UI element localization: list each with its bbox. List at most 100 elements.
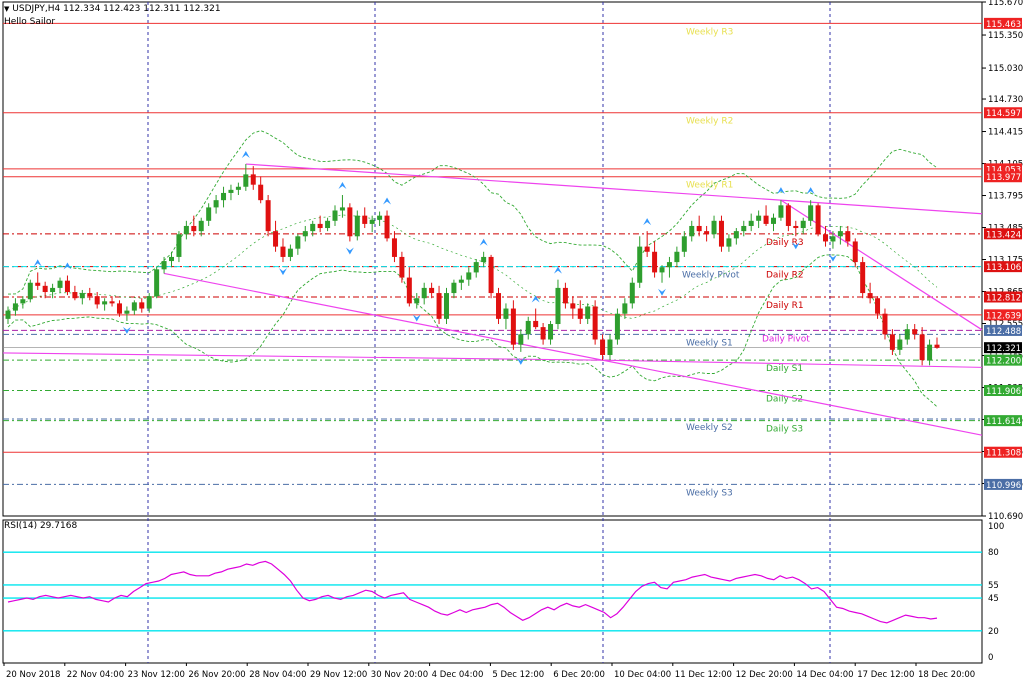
fractal-down-arrow xyxy=(278,268,287,276)
candle-body xyxy=(72,292,78,299)
candle-body xyxy=(830,236,836,242)
candle-body xyxy=(206,207,212,221)
collapse-triangle-icon[interactable]: ▼ xyxy=(4,5,10,13)
candle-body xyxy=(35,282,41,286)
candle-body xyxy=(912,329,918,335)
candle-body xyxy=(429,287,435,294)
candle-body xyxy=(87,293,93,297)
level-label: Daily S1 xyxy=(766,364,803,374)
x-tick-label: 29 Nov 12:00 xyxy=(310,670,367,680)
candle-body xyxy=(377,215,383,220)
x-tick-label: 23 Nov 12:00 xyxy=(128,670,185,680)
x-tick-label: 6 Dec 20:00 xyxy=(553,670,605,680)
candle-body xyxy=(555,287,561,325)
candle-body xyxy=(607,339,613,355)
candle-body xyxy=(406,277,412,304)
price-tag: 115.463 xyxy=(986,20,1021,30)
rsi-line xyxy=(7,560,938,624)
x-tick-label: 30 Nov 20:00 xyxy=(371,670,428,680)
candle-body xyxy=(711,220,717,235)
fractal-down-arrow xyxy=(791,242,800,250)
candle-body xyxy=(770,217,776,224)
fractal-up-arrow xyxy=(531,295,540,303)
y-tick-label: 113.175 xyxy=(988,256,1023,266)
candle-body xyxy=(614,313,620,340)
candle-body xyxy=(228,189,234,193)
candle-body xyxy=(644,246,650,252)
candle-body xyxy=(458,279,464,283)
price-tag-bg xyxy=(984,171,1022,183)
level-label: Daily S3 xyxy=(766,425,803,435)
candle-body xyxy=(273,231,279,247)
level-label: Weekly R3 xyxy=(686,27,733,37)
candle-body xyxy=(756,215,762,221)
price-tag: 113.424 xyxy=(986,230,1021,240)
candle-body xyxy=(934,344,940,348)
candle-body xyxy=(332,210,338,221)
x-tick-label: 28 Nov 04:00 xyxy=(249,670,306,680)
trendline-lower xyxy=(163,272,983,436)
candle-body xyxy=(659,267,665,273)
candle-body xyxy=(548,324,554,340)
candle-body xyxy=(42,285,48,293)
candle-body xyxy=(109,301,115,304)
x-tick-label: 12 Dec 20:00 xyxy=(736,670,793,680)
price-tag: 113.977 xyxy=(986,173,1021,183)
trendline-support xyxy=(2,352,603,361)
candle-body xyxy=(436,293,442,319)
x-tick-label: 11 Dec 12:00 xyxy=(675,670,732,680)
candle-body xyxy=(577,308,583,319)
x-tick-label: 10 Dec 04:00 xyxy=(614,670,671,680)
price-tag-bg xyxy=(984,228,1022,240)
candle-body xyxy=(540,327,546,340)
price-tag: 111.614 xyxy=(986,417,1021,427)
y-tick-label: 110.690 xyxy=(988,512,1023,522)
candle-body xyxy=(800,220,806,229)
price-tag-bg xyxy=(984,384,1022,396)
candle-body xyxy=(867,293,873,299)
candle-body xyxy=(384,215,390,239)
candle-body xyxy=(369,219,375,224)
trendline-steep xyxy=(780,199,983,331)
fractal-up-arrow xyxy=(479,238,488,246)
rsi-tick-label: 80 xyxy=(988,548,999,558)
level-label: Weekly R2 xyxy=(686,117,733,127)
candle-body xyxy=(79,293,85,299)
candle-body xyxy=(726,238,732,247)
candle-body xyxy=(258,184,264,201)
price-tag: 112.200 xyxy=(986,357,1021,367)
y-tick-label: 114.415 xyxy=(988,128,1023,138)
candle-body xyxy=(666,262,672,268)
candle-body xyxy=(763,215,769,224)
level-label: Daily R1 xyxy=(766,301,804,311)
price-tag: 111.308 xyxy=(986,449,1021,459)
candle-body xyxy=(124,310,130,314)
fractal-up-arrow xyxy=(643,218,652,226)
candle-body xyxy=(414,298,420,304)
candle-body xyxy=(785,205,791,226)
fractal-up-arrow xyxy=(63,262,72,270)
candle-body xyxy=(533,320,539,328)
level-label: Daily S2 xyxy=(766,394,803,404)
fractal-down-arrow xyxy=(828,254,837,262)
candle-body xyxy=(198,220,204,232)
candle-body xyxy=(280,246,286,257)
price-tag-bg xyxy=(984,107,1022,119)
x-tick-label: 20 Nov 2018 xyxy=(6,670,60,680)
candle-body xyxy=(176,234,182,257)
rsi-tick-label: 45 xyxy=(988,594,999,604)
x-tick-label: 5 Dec 12:00 xyxy=(492,670,544,680)
rsi-tick-label: 20 xyxy=(988,627,999,637)
candle-body xyxy=(652,251,658,273)
fractal-up-arrow xyxy=(338,182,347,190)
candle-body xyxy=(733,231,739,239)
candle-body xyxy=(889,334,895,350)
candle-body xyxy=(488,256,494,294)
candle-body xyxy=(875,298,881,314)
candle-body xyxy=(503,308,509,319)
price-tag-bg xyxy=(984,291,1022,303)
candle-body xyxy=(808,205,814,221)
candle-body xyxy=(213,200,219,208)
